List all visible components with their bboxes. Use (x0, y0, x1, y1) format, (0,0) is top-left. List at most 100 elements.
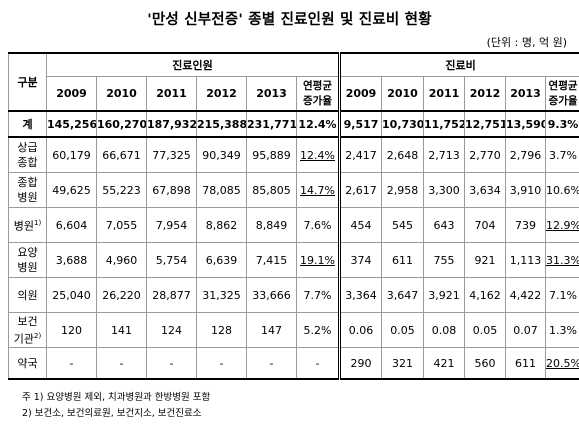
patients-rate-value: 12.4% (298, 117, 337, 131)
costs-rate-value: 1.3% (549, 323, 577, 337)
costs-cell: 3,921 (423, 277, 466, 313)
costs-rate-cell: 12.9% (545, 207, 579, 243)
costs-rate-value: 31.3% (546, 253, 579, 267)
table-row: 의원 25,040 26,220 28,877 31,325 33,666 7.7% 3,36… (8, 277, 579, 313)
costs-rate-cell: 20.5% (545, 347, 579, 380)
row-category: 병원1) (8, 207, 47, 243)
table-row: 계 145,256 160,270 187,932 215,388 231,771 12.4… (8, 110, 579, 138)
patients-rate-cell: 12.4% (295, 110, 341, 138)
table-row: 약국 - - - - - -290 321 421 560 611 20.5% (8, 347, 579, 380)
footnotes: 주 1) 요양병원 제외, 치과병원과 한방병원 포함 2) 보건소, 보건의료… (22, 390, 210, 422)
costs-cell: 704 (464, 207, 507, 243)
costs-cell: 374 (338, 242, 383, 278)
costs-cell: 4,162 (464, 277, 507, 313)
costs-cell: 1,113 (505, 242, 547, 278)
costs-rate-cell: 1.3% (545, 312, 579, 348)
costs-cell: 643 (423, 207, 466, 243)
patients-cell: 28,877 (146, 277, 197, 313)
costs-cell: 2,617 (338, 172, 383, 208)
costs-cell: 9,517 (338, 110, 383, 138)
header-patients-year: 2011 (146, 76, 197, 112)
rate-label-line2: 증가율 (548, 94, 578, 107)
table-row: 병원1) 6,604 7,055 7,954 8,862 8,849 7.6% 454 545 6… (8, 207, 579, 243)
patients-cell: 25,040 (46, 277, 97, 313)
row-category: 보건 기관2) (8, 312, 47, 348)
stats-table: 구분 진료인원 진료비 2009 2010 2011 2012 2013 연평균… (8, 52, 579, 380)
category-label: 보건 (17, 314, 38, 328)
costs-rate-cell: 9.3% (545, 110, 579, 138)
patients-cell: 124 (146, 312, 197, 348)
patients-cell: 5,754 (146, 242, 197, 278)
header-costs-rate: 연평균 증가율 (545, 76, 579, 112)
costs-cell: 12,751 (464, 110, 507, 138)
table-row: 요양 병원 3,688 4,960 5,754 6,639 7,415 19.1% 374 611… (8, 242, 579, 278)
costs-cell: 3,910 (505, 172, 547, 208)
patients-rate-value: 19.1% (300, 253, 335, 267)
header-patients-rate: 연평균 증가율 (295, 76, 341, 112)
costs-cell: 3,634 (464, 172, 507, 208)
patients-rate-cell: 19.1% (295, 242, 341, 278)
patients-rate-value: 7.6% (303, 218, 332, 232)
costs-cell: 3,647 (381, 277, 425, 313)
patients-cell: 8,862 (196, 207, 247, 243)
costs-cell: 921 (464, 242, 507, 278)
rate-label-line1: 연평균 (548, 79, 578, 92)
footnote: 주 1) 요양병원 제외, 치과병원과 한방병원 포함 (22, 392, 211, 403)
patients-cell: 77,325 (146, 136, 197, 173)
category-label: 약국 (17, 356, 38, 370)
rate-label-line2: 증가율 (303, 94, 332, 107)
costs-rate-value: 3.7% (549, 148, 577, 162)
unit-label: (단위 : 명, 억 원) (486, 36, 567, 49)
costs-cell: 4,422 (505, 277, 547, 313)
costs-rate-value: 7.1% (549, 288, 577, 302)
patients-cell: 128 (196, 312, 247, 348)
header-category: 구분 (8, 52, 47, 112)
costs-cell: 290 (338, 347, 383, 380)
patients-rate-cell: 5.2% (295, 312, 341, 348)
costs-rate-cell: 10.6% (545, 172, 579, 208)
costs-cell: 454 (338, 207, 383, 243)
costs-cell: 2,796 (505, 136, 547, 173)
header-patients-year: 2013 (246, 76, 297, 112)
patients-cell: - (196, 347, 247, 380)
patients-cell: 215,388 (196, 110, 247, 138)
category-label: 상급 (17, 141, 38, 154)
costs-cell: 2,958 (381, 172, 425, 208)
patients-rate-value: 7.7% (303, 288, 332, 302)
footnote-marker: 2) (34, 331, 42, 340)
costs-cell: 739 (505, 207, 547, 243)
patients-cell: 95,889 (246, 136, 297, 173)
costs-cell: 13,590 (505, 110, 547, 138)
category-label: 병원 (17, 191, 38, 204)
header-costs-year: 2011 (423, 76, 466, 112)
patients-rate-cell: - (295, 347, 341, 380)
costs-rate-cell: 3.7% (545, 136, 579, 173)
header-costs-year: 2012 (464, 76, 507, 112)
patients-cell: 66,671 (96, 136, 147, 173)
row-category: 약국 (8, 347, 47, 380)
costs-cell: 2,417 (338, 136, 383, 173)
costs-cell: 3,364 (338, 277, 383, 313)
patients-cell: 49,625 (46, 172, 97, 208)
patients-cell: - (96, 347, 147, 380)
costs-cell: 0.05 (464, 312, 507, 348)
patients-cell: 160,270 (96, 110, 147, 138)
patients-cell: 145,256 (46, 110, 97, 138)
costs-cell: 321 (381, 347, 425, 380)
costs-cell: 421 (423, 347, 466, 380)
patients-cell: 7,954 (146, 207, 197, 243)
header-costs-year: 2013 (505, 76, 547, 112)
costs-rate-value: 10.6% (546, 183, 579, 197)
category-label: 요양 (17, 246, 38, 259)
row-category: 종합 병원 (8, 172, 47, 208)
costs-rate-value: 20.5% (546, 356, 579, 370)
patients-cell: 33,666 (246, 277, 297, 313)
patients-cell: 26,220 (96, 277, 147, 313)
row-category: 요양 병원 (8, 242, 47, 278)
costs-rate-cell: 31.3% (545, 242, 579, 278)
costs-cell: 10,730 (381, 110, 425, 138)
header-patients-year: 2010 (96, 76, 147, 112)
row-category: 의원 (8, 277, 47, 313)
patients-cell: 3,688 (46, 242, 97, 278)
patients-cell: - (46, 347, 97, 380)
